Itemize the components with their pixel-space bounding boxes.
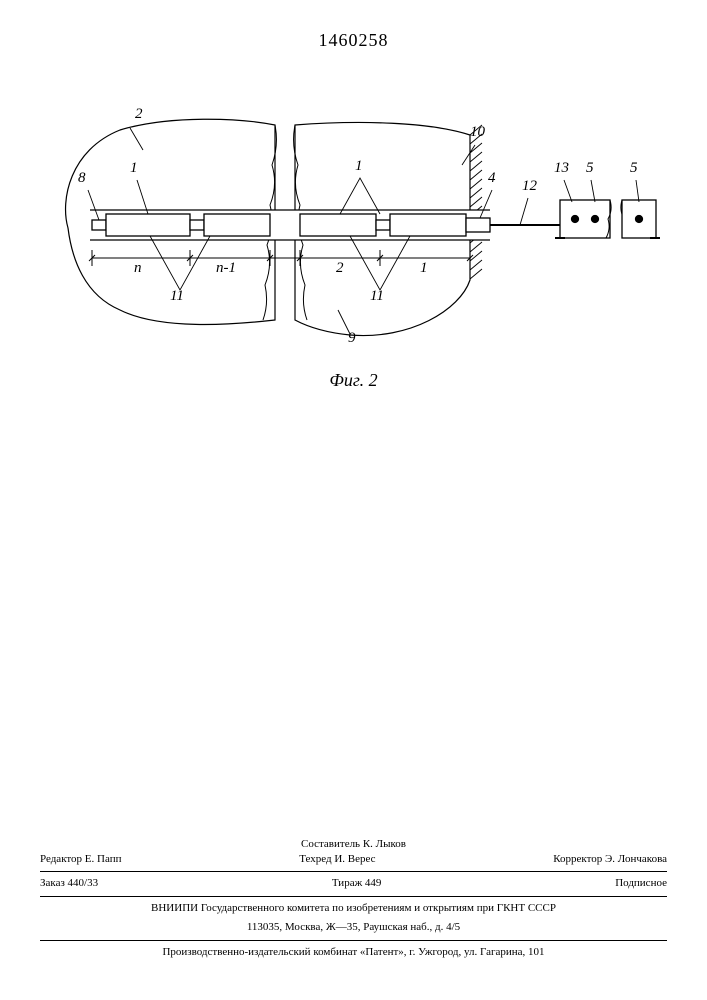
ref-5b: 5 [630, 160, 638, 177]
dimension-line [89, 250, 473, 266]
ref-10: 10 [470, 124, 485, 141]
footer-order: Заказ 440/33 [40, 876, 98, 891]
footer-corrector: Корректор Э. Лончакова [553, 852, 667, 867]
footer-org1: ВНИИПИ Государственного комитета по изоб… [40, 901, 667, 916]
patent-number: 1460258 [0, 30, 707, 51]
footer-divider-3 [40, 940, 667, 941]
ref-11b: 11 [370, 288, 384, 305]
ref-1b: 1 [355, 158, 363, 175]
ref-1a: 1 [130, 160, 138, 177]
figure-2: 2 8 1 1 10 4 12 13 5 5 9 11 11 n n-1 2 1 [30, 110, 660, 350]
footer-org3: Производственно-издательский комбинат «П… [40, 945, 667, 960]
ref-8: 8 [78, 170, 86, 187]
footer-divider-1 [40, 871, 667, 872]
dim-2: 2 [336, 260, 344, 277]
ref-4: 4 [488, 170, 496, 187]
footer-block: Составитель К. Лыков Редактор Е. Папп Те… [40, 833, 667, 960]
footer-compiler: Составитель К. Лыков [40, 837, 667, 852]
dim-n1: n-1 [216, 260, 236, 277]
dim-n: n [134, 260, 142, 277]
ref-11a: 11 [170, 288, 184, 305]
footer-divider-2 [40, 896, 667, 897]
figure-caption: Фиг. 2 [0, 370, 707, 391]
footer-sub: Подписное [615, 876, 667, 891]
ref-2: 2 [135, 106, 143, 123]
dim-1: 1 [420, 260, 428, 277]
footer-techred: Техред И. Верес [299, 852, 375, 867]
footer-org2: 113035, Москва, Ж—35, Раушская наб., д. … [40, 920, 667, 935]
ref-5a: 5 [586, 160, 594, 177]
ref-12: 12 [522, 178, 537, 195]
footer-editor: Редактор Е. Папп [40, 852, 121, 867]
footer-tirazh: Тираж 449 [332, 876, 382, 891]
ref-13: 13 [554, 160, 569, 177]
external-units [555, 200, 660, 238]
ref-9: 9 [348, 330, 356, 347]
leaders-11 [150, 236, 410, 290]
